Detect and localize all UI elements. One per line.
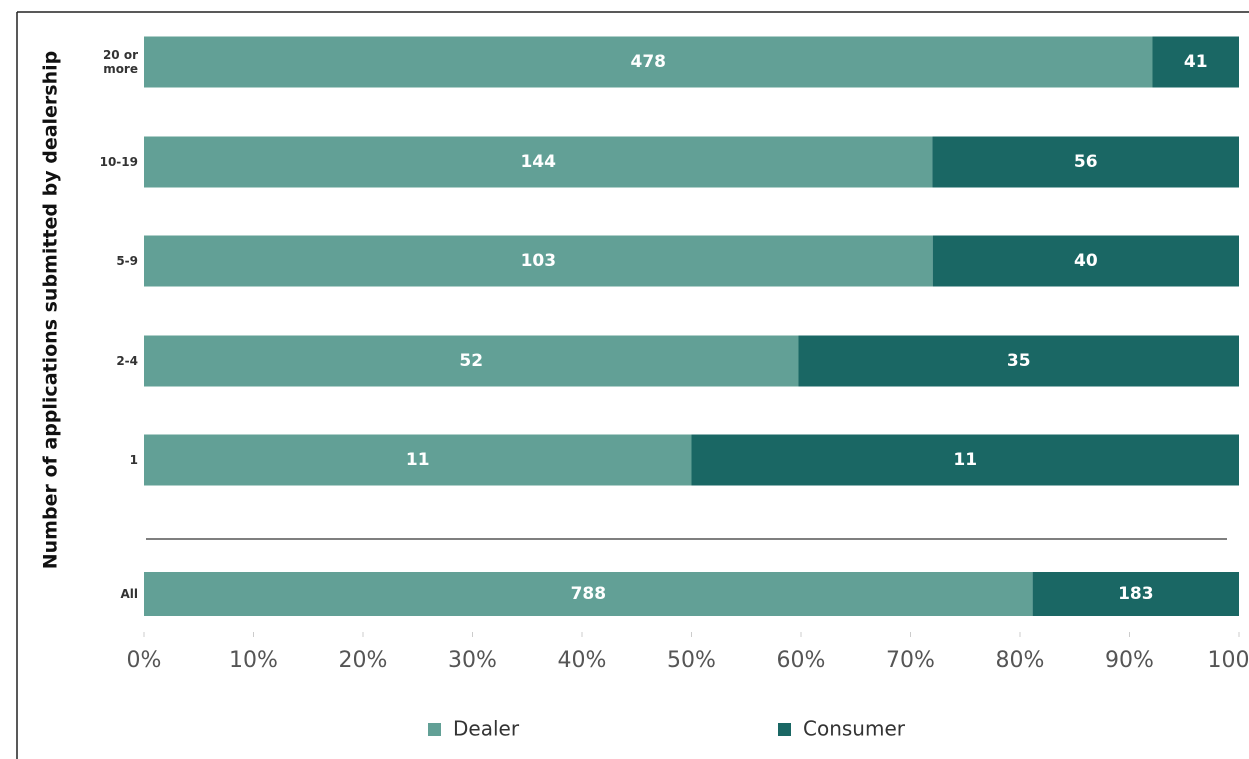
data-label: 56: [1074, 152, 1098, 172]
bar-segment: [144, 235, 933, 287]
legend-label: Consumer: [803, 717, 906, 741]
data-label: 40: [1074, 251, 1098, 271]
data-label: 183: [1118, 584, 1154, 604]
bar-segment: [1152, 36, 1239, 88]
bar-segment: [144, 572, 1033, 616]
data-label: 11: [953, 450, 977, 470]
y-tick-label: 5-9: [116, 254, 138, 268]
x-tick-label: 100%: [1208, 648, 1249, 673]
bar-segment: [144, 136, 933, 188]
bar-segment: [144, 335, 799, 387]
legend-swatch: [428, 723, 441, 736]
y-tick-label: 10-19: [99, 155, 138, 169]
y-tick-label: All: [120, 587, 138, 601]
bar-segment: [932, 235, 1239, 287]
bar-segment: [144, 36, 1153, 88]
x-tick-label: 0%: [127, 648, 162, 673]
x-tick-label: 50%: [667, 648, 716, 673]
x-tick-label: 80%: [996, 648, 1045, 673]
x-tick-label: 10%: [229, 648, 278, 673]
x-tick-label: 90%: [1105, 648, 1154, 673]
y-tick-label: 1: [129, 453, 138, 467]
data-label: 788: [571, 584, 607, 604]
data-label: 103: [521, 251, 557, 271]
x-tick-label: 30%: [448, 648, 497, 673]
y-axis-title: Number of applications submitted by deal…: [40, 51, 62, 570]
legend-swatch: [778, 723, 791, 736]
bar-segment: [144, 434, 692, 486]
data-label: 41: [1184, 52, 1208, 72]
bar-segment: [691, 434, 1239, 486]
data-label: 52: [459, 351, 483, 371]
bar-segment: [1032, 572, 1239, 616]
bar-segment: [932, 136, 1239, 188]
bar-segment: [798, 335, 1239, 387]
legend-label: Dealer: [453, 717, 520, 741]
data-label: 144: [520, 152, 556, 172]
x-tick-label: 60%: [777, 648, 826, 673]
data-label: 35: [1007, 351, 1031, 371]
y-tick-label: 20 or more: [102, 48, 138, 76]
data-label: 11: [406, 450, 430, 470]
x-tick-label: 70%: [886, 648, 935, 673]
x-tick-label: 40%: [558, 648, 607, 673]
x-tick-label: 20%: [339, 648, 388, 673]
data-label: 478: [630, 52, 666, 72]
y-tick-label: 2-4: [116, 354, 138, 368]
